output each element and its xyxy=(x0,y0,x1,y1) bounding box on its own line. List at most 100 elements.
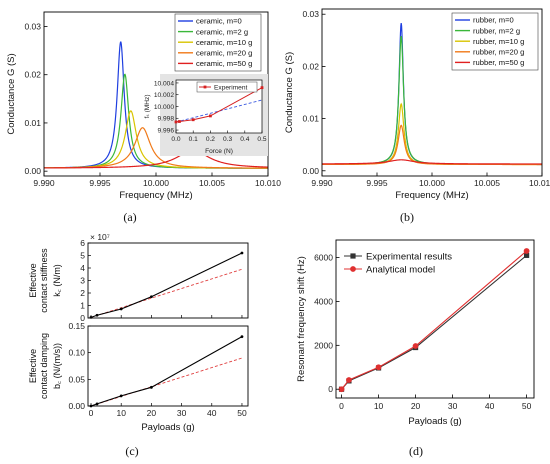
x-tick-label: 50 xyxy=(522,401,532,411)
y-tick-label: 0.00 xyxy=(302,166,319,176)
series-line-3 xyxy=(322,124,542,166)
x-tick-label: 40 xyxy=(485,401,495,411)
inset-y-tick-label: 10.004 xyxy=(154,80,175,87)
x-axis-label: Payloads (g) xyxy=(408,416,461,427)
y-axis-label-line: contact stiffness xyxy=(39,248,49,313)
legend-entry: ceramic, m=2 g xyxy=(196,27,248,36)
x-tick-label: 10.010 xyxy=(255,178,281,188)
inset-x-tick-label: 0.4 xyxy=(240,136,249,143)
series-line-2 xyxy=(322,102,542,166)
measured-line xyxy=(90,336,243,407)
y-tick-label: 0.03 xyxy=(24,21,41,31)
y-tick-label: 4 xyxy=(80,263,85,273)
y-tick-label: 6000 xyxy=(314,253,333,263)
x-tick-label: 10 xyxy=(116,408,126,418)
panel-a: 9.990 9.995 10.000 10.005 10.010 0.00 0.01 0.02… xyxy=(6,11,281,201)
y-tick-label: 0.02 xyxy=(24,70,41,80)
x-tick-label: 9.990 xyxy=(33,178,55,188)
plot-frame xyxy=(335,239,535,399)
x-tick-label: 30 xyxy=(448,401,458,411)
series-point-0 xyxy=(523,252,530,258)
legend-entry: ceramic, m=50 g xyxy=(196,59,252,68)
legend-entry: rubber, m=50 g xyxy=(473,58,524,67)
inset-experiment-point xyxy=(209,114,212,118)
x-tick-label: 10.000 xyxy=(419,178,445,188)
panel-b: 9.990 9.995 10.000 10.005 10.010 0.00 0.01 0.02… xyxy=(284,8,550,201)
series-line-4 xyxy=(44,149,269,169)
legend-entry: rubber, m=20 g xyxy=(473,48,524,57)
legend-marker xyxy=(350,253,356,259)
inset-y-tick-label: 9.998 xyxy=(157,116,174,123)
y-tick-label: 5 xyxy=(80,251,85,261)
x-axis-label: Frequency (MHz) xyxy=(395,190,468,201)
subplot-1: 0 10 20 30 40 50 0.00 0.05 0.10 0.15 Effective cont… xyxy=(28,321,249,418)
inset-y-tick-label: 10.002 xyxy=(154,92,175,99)
x-axis-label: Payloads (g) xyxy=(141,422,194,433)
x-tick-label: 0 xyxy=(89,408,94,418)
x-tick-label: 9.995 xyxy=(366,178,388,188)
y-axis-exponent: × 10⁷ xyxy=(90,232,110,242)
x-tick-label: 50 xyxy=(237,408,247,418)
x-tick-label: 20 xyxy=(411,401,421,411)
x-tick-label: 9.995 xyxy=(89,178,111,188)
y-tick-label: 1 xyxy=(80,301,85,311)
series-point-1 xyxy=(523,248,530,254)
series-point-1 xyxy=(346,377,352,383)
y-axis-label: Conductance G (S) xyxy=(6,53,17,134)
y-axis-label-line: b꜀ (N/(m/s)) xyxy=(52,343,62,389)
inset-experiment-point xyxy=(191,118,195,122)
x-tick-label: 30 xyxy=(177,408,187,418)
measured-line xyxy=(90,252,243,318)
series-line-4 xyxy=(322,159,542,165)
y-tick-label: 0 xyxy=(328,384,333,394)
measured-point xyxy=(240,335,244,339)
y-tick-label: 0.01 xyxy=(24,118,41,128)
measured-point xyxy=(119,307,123,311)
legend-entry: rubber, m=10 g xyxy=(473,37,524,46)
measured-point xyxy=(95,402,99,406)
x-tick-label: 20 xyxy=(147,408,157,418)
caption-d: (d) xyxy=(409,444,423,458)
y-axis-label: Resonant frequency shift (Hz) xyxy=(296,256,307,382)
x-tick-label: 9.990 xyxy=(311,178,333,188)
inset-legend-marker xyxy=(203,85,207,89)
legend-entry: rubber, m=0 xyxy=(473,16,514,25)
measured-point xyxy=(149,385,153,389)
x-tick-label: 10.010 xyxy=(529,178,550,188)
legend-entry: Analytical model xyxy=(366,265,435,276)
measured-point xyxy=(240,251,244,255)
inset-y-axis-label: fₛ (MHz) xyxy=(144,94,151,118)
caption-b: (b) xyxy=(400,210,414,224)
inset-legend-entry: Experiment xyxy=(214,85,248,92)
inset-experiment-point xyxy=(260,86,264,90)
y-tick-label: 0.10 xyxy=(68,348,85,358)
inset-legend-frame xyxy=(196,81,258,93)
y-tick-label: 6 xyxy=(80,238,85,248)
legend-entry: ceramic, m=0 xyxy=(196,17,242,26)
y-tick-label: 2 xyxy=(80,288,85,298)
x-tick-label: 10.005 xyxy=(199,178,225,188)
x-tick-label: 0 xyxy=(339,401,344,411)
y-tick-label: 3 xyxy=(80,276,85,286)
series-point-1 xyxy=(375,364,382,371)
y-tick-label: 0.03 xyxy=(302,9,319,19)
x-tick-label: 10.005 xyxy=(474,178,500,188)
y-axis-label-line: contact damping xyxy=(39,333,49,399)
measured-point xyxy=(95,313,99,317)
y-tick-label: 4000 xyxy=(314,296,333,306)
y-axis-label-line: Effective xyxy=(28,349,38,383)
y-tick-label: 0 xyxy=(80,313,85,323)
inset-experiment-point xyxy=(174,120,178,124)
legend-entry: Experimental results xyxy=(366,252,452,263)
inset-x-tick-label: 0.5 xyxy=(257,136,266,143)
panel-d: 0 10 20 30 40 50 0 2000 4000 6000 Payloads (g) Reso… xyxy=(296,239,535,427)
caption-c: (c) xyxy=(125,444,138,458)
series-point-1 xyxy=(338,386,345,393)
x-tick-label: 10.000 xyxy=(143,178,169,188)
inset-x-tick-label: 0.3 xyxy=(223,136,232,143)
y-tick-label: 0.00 xyxy=(68,401,85,411)
